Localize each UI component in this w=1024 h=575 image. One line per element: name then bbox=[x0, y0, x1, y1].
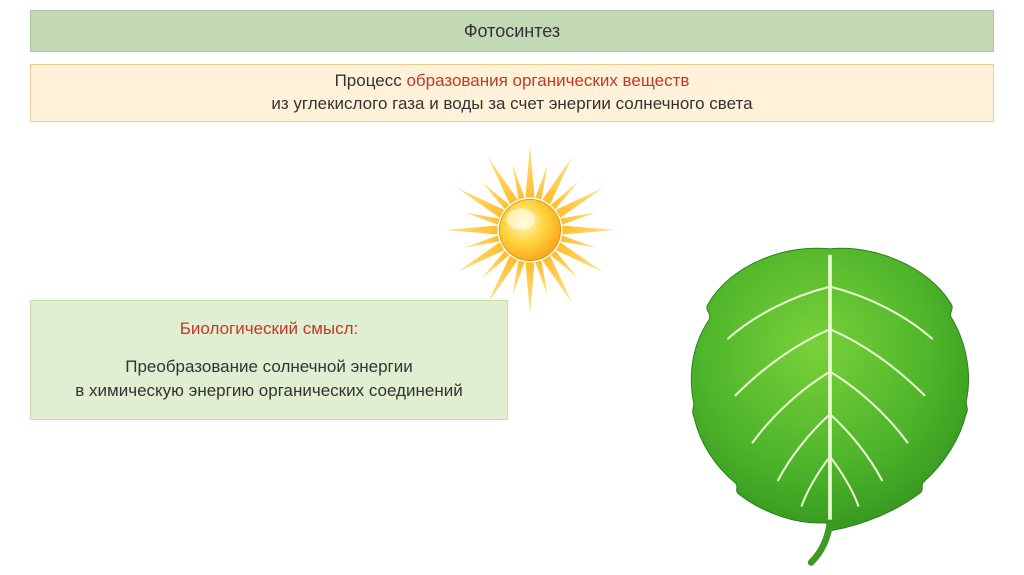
sun-ray bbox=[542, 256, 576, 306]
sun-ray bbox=[484, 154, 518, 204]
definition-line-2: из углекислого газа и воды за счет энерг… bbox=[271, 93, 752, 116]
title-box: Фотосинтез bbox=[30, 10, 994, 52]
sun-ray bbox=[454, 242, 504, 276]
sun-ray bbox=[526, 262, 535, 314]
biological-box: Биологический смысл: Преобразование солн… bbox=[30, 300, 508, 420]
sun-highlight bbox=[507, 208, 536, 230]
biological-line-1: Преобразование солнечной энергии bbox=[125, 355, 413, 379]
leaf-icon bbox=[640, 230, 1020, 570]
sun-ray bbox=[484, 256, 518, 306]
definition-line1-prefix: Процесс bbox=[335, 71, 407, 90]
definition-box: Процесс образования органических веществ… bbox=[30, 64, 994, 122]
definition-line1-highlight: образования органических веществ bbox=[406, 71, 689, 90]
sun-ray bbox=[556, 184, 606, 218]
definition-line-1: Процесс образования органических веществ bbox=[335, 70, 690, 93]
sun-ray bbox=[542, 154, 576, 204]
sun-icon bbox=[440, 140, 620, 320]
biological-line-2: в химическую энергию органических соедин… bbox=[75, 379, 462, 403]
sun-ray bbox=[562, 226, 614, 235]
sun-ray bbox=[556, 242, 606, 276]
sun-core bbox=[499, 199, 560, 260]
biological-heading: Биологический смысл: bbox=[180, 317, 359, 341]
leaf-stem bbox=[811, 523, 830, 563]
sun-ray bbox=[445, 226, 497, 235]
sun-ray bbox=[454, 184, 504, 218]
sun-ray bbox=[526, 145, 535, 197]
title-text: Фотосинтез bbox=[464, 21, 560, 42]
